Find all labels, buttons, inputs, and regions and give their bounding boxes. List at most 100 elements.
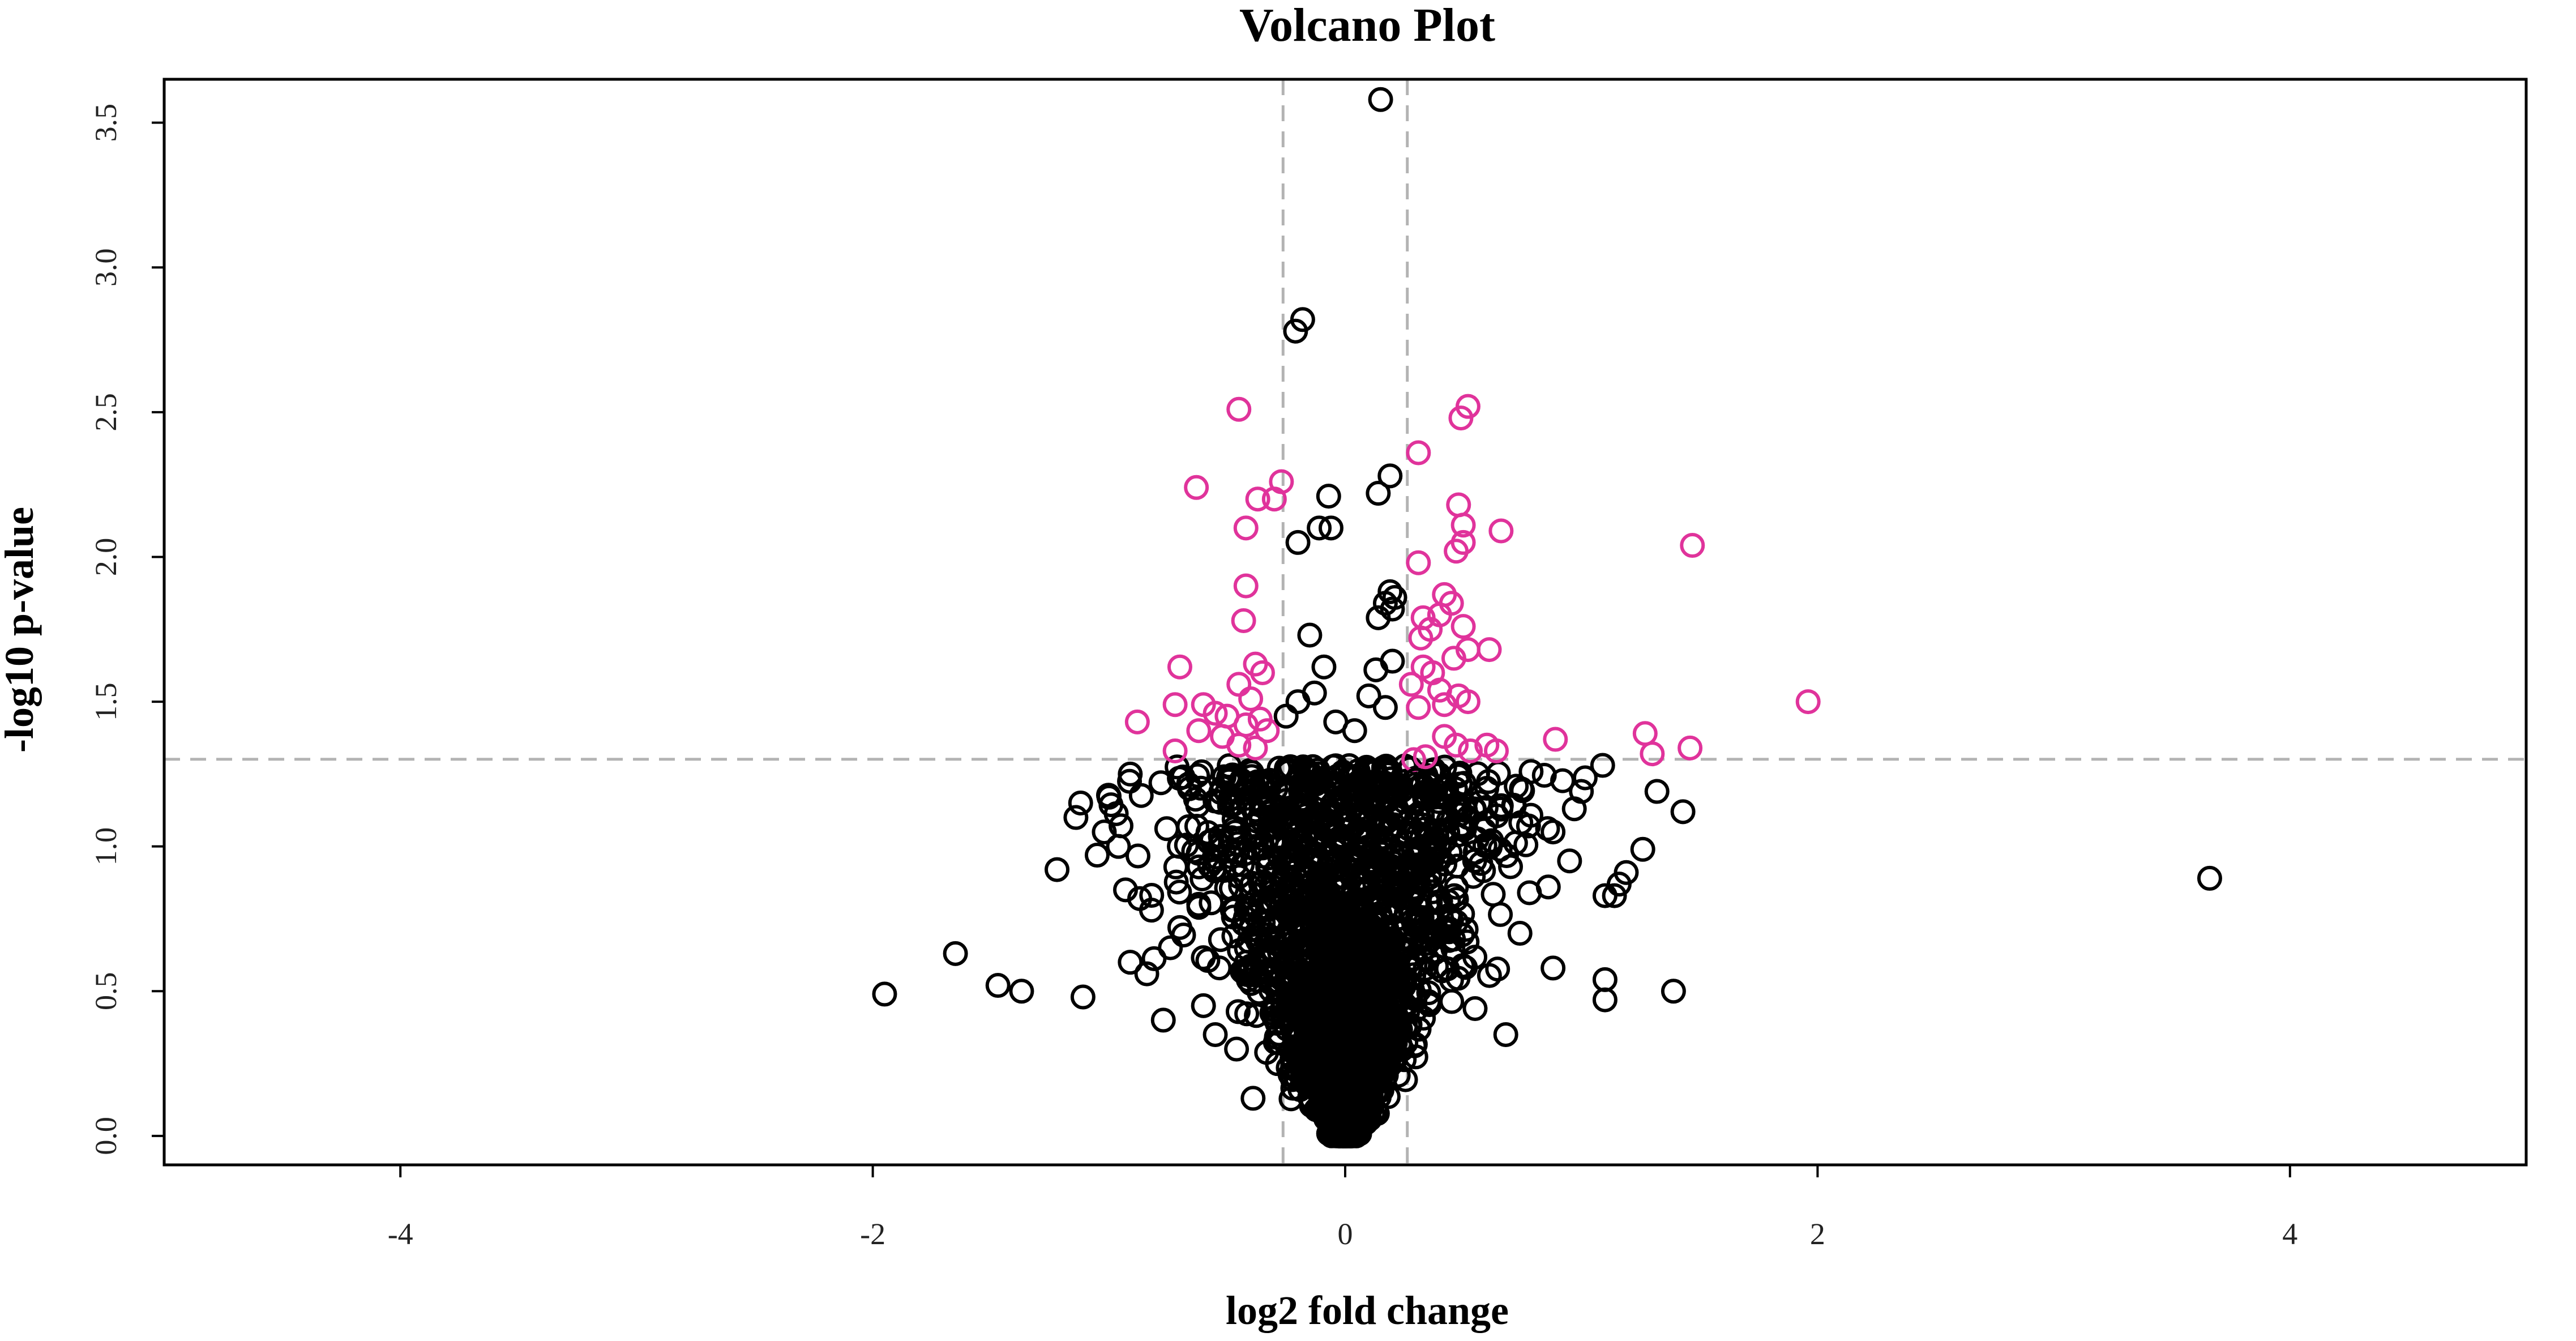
data-point: [1163, 854, 1188, 879]
data-point: [1372, 591, 1398, 616]
data-point: [1335, 954, 1360, 980]
data-point: [1301, 840, 1326, 866]
y-tick-label: 1.5: [89, 682, 123, 721]
data-point: [1106, 834, 1131, 859]
data-point: [1541, 955, 1566, 981]
data-point: [1260, 828, 1286, 854]
data-point: [1274, 759, 1300, 785]
data-point: [1263, 804, 1289, 829]
data-point: [1395, 1000, 1420, 1025]
x-axis-label: log2 fold change: [1226, 1288, 1509, 1333]
data-point: [1128, 783, 1154, 808]
significant-point: [1488, 518, 1514, 544]
data-point: [1592, 967, 1618, 992]
y-tick-label: 2.0: [89, 538, 123, 576]
significant-point: [1640, 741, 1665, 767]
data-point: [1368, 887, 1393, 913]
data-point: [2197, 865, 2222, 891]
y-tick-label: 3.0: [89, 249, 123, 287]
data-point: [1409, 826, 1434, 851]
data-point: [1462, 996, 1488, 1021]
data-point: [1346, 1014, 1372, 1040]
y-tick-label: 2.5: [89, 393, 123, 432]
significant-point: [1210, 724, 1235, 749]
data-point: [1468, 851, 1494, 876]
data-point: [1342, 890, 1367, 916]
chart-title: Volcano Plot: [1239, 0, 1495, 52]
data-point: [1422, 911, 1448, 937]
data-point: [1494, 843, 1519, 868]
data-point: [1204, 844, 1229, 870]
significant-point: [1226, 672, 1252, 697]
significant-point: [1233, 573, 1259, 599]
data-point: [1334, 1043, 1359, 1068]
data-point: [1163, 869, 1189, 895]
data-point: [1304, 1061, 1330, 1086]
data-point: [1325, 845, 1351, 871]
significant-point: [1441, 646, 1466, 671]
data-point: [1321, 981, 1347, 1007]
data-point: [1240, 1086, 1266, 1111]
data-point: [1381, 843, 1407, 869]
significant-point: [1255, 718, 1280, 744]
plot-frame: [162, 78, 2528, 1167]
data-point: [1316, 915, 1342, 940]
significant-point: [1162, 692, 1188, 718]
significant-point: [1233, 712, 1259, 737]
data-point: [1233, 905, 1258, 930]
data-point: [1167, 879, 1192, 905]
significant-point: [1226, 396, 1252, 422]
data-point: [1461, 797, 1487, 823]
x-axis-ticks: -4 -2 0 2 4: [388, 1165, 2297, 1251]
data-point: [1462, 945, 1488, 970]
data-point: [1125, 843, 1150, 869]
significant-point: [1446, 492, 1471, 518]
significant-point: [1203, 701, 1228, 726]
data-point: [1366, 481, 1391, 506]
y-axis-ticks: 0.0 0.5 1.0 1.5 2.0 2.5 3.0 3.5: [89, 104, 164, 1155]
data-point: [1373, 1062, 1399, 1088]
data-point: [1422, 940, 1448, 966]
data-point: [1561, 796, 1587, 822]
data-point: [1276, 943, 1301, 969]
data-point: [1405, 838, 1430, 863]
data-point: [1196, 829, 1222, 855]
significant-point: [1632, 721, 1658, 746]
data-point: [1185, 763, 1210, 788]
data-point: [1208, 927, 1233, 953]
data-point: [1354, 758, 1379, 783]
data-point: [1186, 891, 1212, 917]
data-point: [1592, 987, 1618, 1013]
point-cloud: [1096, 753, 1598, 1148]
data-point: [1191, 993, 1216, 1018]
data-point: [1311, 654, 1337, 680]
data-point: [1371, 958, 1396, 984]
data-point: [1199, 890, 1224, 916]
significant-point: [1680, 533, 1705, 558]
data-point: [1319, 1109, 1345, 1135]
data-point: [1403, 819, 1428, 845]
data-point: [1045, 857, 1070, 882]
data-point: [1485, 956, 1510, 982]
data-point: [1372, 695, 1398, 720]
data-point: [1318, 890, 1343, 915]
data-point: [1139, 882, 1165, 908]
data-point: [1602, 883, 1627, 908]
y-tick-label: 1.0: [89, 827, 123, 866]
data-point: [1455, 805, 1480, 830]
data-point: [1070, 984, 1096, 1010]
data-point: [1224, 1036, 1250, 1062]
data-point: [1398, 984, 1423, 1010]
data-point: [1211, 858, 1236, 883]
data-point: [1339, 1110, 1364, 1135]
data-point: [1493, 1022, 1518, 1047]
data-point: [1661, 979, 1686, 1004]
data-point: [1219, 844, 1244, 869]
data-point: [1165, 754, 1190, 780]
data-point: [1233, 959, 1258, 984]
data-point: [1302, 962, 1327, 988]
data-point: [1498, 854, 1524, 879]
y-tick-label: 0.5: [89, 972, 123, 1011]
data-point: [1084, 843, 1110, 868]
